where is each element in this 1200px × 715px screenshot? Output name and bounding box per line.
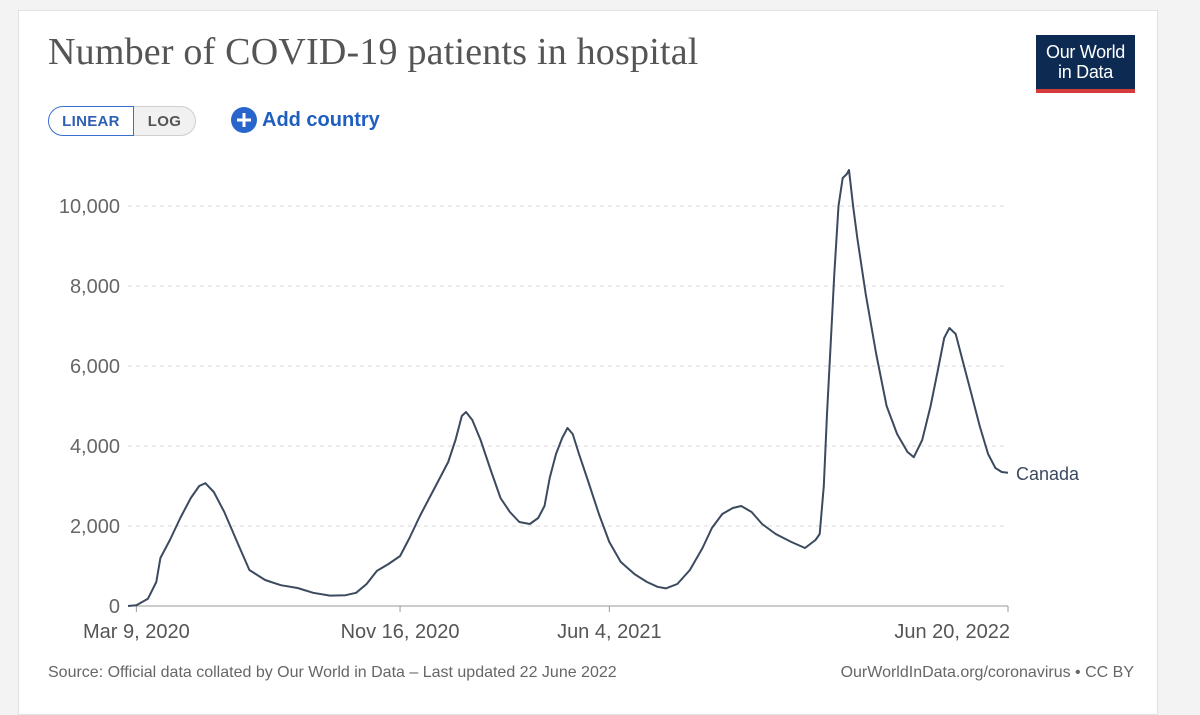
linear-scale-button[interactable]: LINEAR xyxy=(48,106,134,136)
y-tick-label: 6,000 xyxy=(70,356,120,378)
y-tick-label: 2,000 xyxy=(70,516,120,538)
log-scale-button[interactable]: LOG xyxy=(134,106,196,136)
x-tick-label: Jun 20, 2022 xyxy=(894,621,1010,643)
add-country-label: Add country xyxy=(262,108,380,131)
logo-line-1: Our World xyxy=(1046,42,1125,62)
source-note: Source: Official data collated by Our Wo… xyxy=(48,664,617,681)
grid-lines xyxy=(128,205,1008,527)
series-label: Canada xyxy=(1016,464,1080,484)
logo-line-2: in Data xyxy=(1058,62,1113,82)
plus-circle-icon xyxy=(231,107,257,133)
y-tick-label: 8,000 xyxy=(70,276,120,298)
series-line-canada[interactable] xyxy=(127,169,1009,607)
add-country-button[interactable]: Add country xyxy=(231,107,380,133)
chart-title: Number of COVID-19 patients in hospital xyxy=(48,31,699,73)
y-tick-label: 10,000 xyxy=(59,196,120,218)
y-tick-label: 0 xyxy=(109,596,120,618)
x-tick-label: Nov 16, 2020 xyxy=(341,621,460,643)
chart-card xyxy=(18,10,1158,715)
x-axis: Mar 9, 2020 Nov 16, 2020 Jun 4, 2021 Jun 20… xyxy=(83,605,1010,643)
x-tick-label: Mar 9, 2020 xyxy=(83,621,190,643)
owid-logo[interactable]: Our World in Data xyxy=(1036,35,1135,93)
y-tick-label: 4,000 xyxy=(70,436,120,458)
scale-toggle: LINEAR LOG xyxy=(48,106,196,136)
y-axis-labels: 0 2,000 4,000 6,000 8,000 10,000 xyxy=(59,196,120,618)
source-link[interactable]: OurWorldInData.org/coronavirus • CC BY xyxy=(840,664,1134,681)
x-tick-label: Jun 4, 2021 xyxy=(557,621,662,643)
series-layer: Canada xyxy=(127,169,1080,607)
